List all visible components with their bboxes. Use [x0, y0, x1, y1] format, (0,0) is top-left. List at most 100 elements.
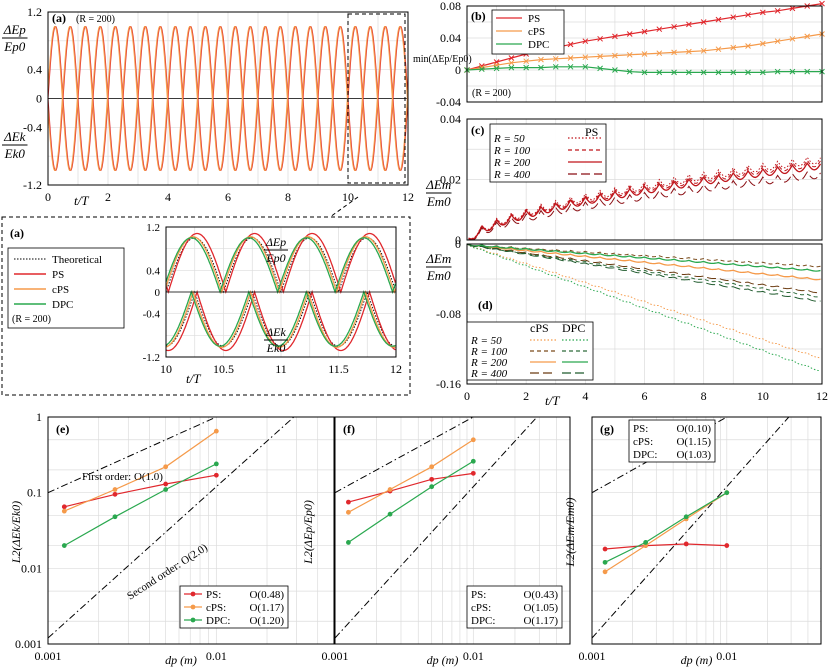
panel-f-marker-cPS — [387, 487, 393, 492]
panel-g-label: (g) — [600, 422, 614, 436]
panel-b-marker-cPS — [641, 51, 648, 57]
panel-d-series-cPS R = 400 — [466, 243, 821, 294]
inset-xtick: 10.5 — [213, 362, 234, 376]
panel-c-legend-box — [489, 123, 607, 183]
panel-e-marker-PS — [163, 481, 169, 487]
panel-c-series-R = 200 — [468, 162, 822, 240]
panel-b-marker-DPC — [745, 69, 751, 76]
panel-d-ylabel: ΔEm Em0 — [425, 251, 452, 283]
panel-d-series-DPC R = 200 — [466, 243, 821, 272]
panel-g-legend-box — [628, 419, 716, 463]
panel-g-second-order-line — [592, 417, 790, 639]
inset-panel-label: (a) — [10, 226, 24, 240]
inset-ytick: 1.2 — [146, 222, 160, 234]
panel-b-ylabel: min(ΔEp/Ep0) — [413, 54, 472, 65]
panel-b-label: (b) — [471, 9, 486, 23]
panel-b-marker-cPS — [804, 33, 811, 40]
panel-f-marker-cPS — [470, 437, 476, 443]
panel-e-marker-DPC — [163, 487, 169, 492]
panel-b-marker-PS — [508, 55, 515, 61]
panel-b-marker-DPC — [626, 68, 633, 75]
panel-b-marker-cPS — [715, 46, 722, 53]
panel-b-marker-cPS — [671, 49, 677, 56]
panel-c-series-R = 400 — [468, 171, 821, 241]
panel-b-marker-cPS — [730, 44, 737, 51]
inset-series-DPC-kinetic — [165, 290, 396, 347]
panel-d-legend-label: R = 400 — [470, 368, 508, 380]
inset-series-cPS-potential — [165, 236, 397, 294]
panel-e-marker-DPC — [112, 514, 118, 520]
panel-g-legend-name: PS: — [633, 423, 648, 435]
panel-d-series-DPC R = 50 — [466, 243, 821, 372]
inset-param-note: (R = 200) — [12, 314, 51, 325]
panel-d-xtick: 8 — [701, 389, 707, 403]
panel-b-marker-DPC — [804, 68, 811, 75]
panel-b-marker-cPS — [523, 58, 530, 65]
panel-f-marker-cPS — [429, 464, 435, 470]
panel-b-marker-DPC — [597, 65, 603, 72]
panel-b-marker-PS — [789, 5, 796, 12]
panel-d-series-DPC R = 400 — [466, 243, 821, 302]
panel-f-ylabel: L2(ΔEp/Ep0) — [301, 500, 315, 565]
panel-b-marker-PS — [641, 28, 648, 35]
panel-g-marker-DPC — [602, 559, 608, 565]
inset-ytick: 0 — [155, 287, 161, 299]
panel-b-marker-PS — [715, 16, 722, 23]
panel-a-zoom-box — [347, 13, 406, 184]
inset-frame — [165, 226, 397, 358]
panel-b-ytick: -0.04 — [436, 95, 461, 109]
panel-b-marker-cPS — [582, 54, 589, 61]
panel-d-ytick: -0.16 — [436, 377, 461, 391]
panel-e-marker-cPS — [213, 428, 219, 434]
panel-a-ylabel-bottom-numerator: ΔEk — [3, 129, 26, 144]
panel-b-marker-DPC — [656, 69, 663, 76]
panel-f-xlabel: dp (m) — [427, 653, 459, 667]
panel-g-marker-PS — [683, 541, 689, 547]
panel-b-marker-PS — [582, 38, 589, 45]
panel-b-legend-box — [491, 9, 565, 55]
inset-ylabel-bottom-denominator: Ek0 — [266, 341, 286, 355]
panel-b-marker-cPS — [508, 59, 515, 66]
panel-d-legend-label: R = 200 — [470, 357, 508, 369]
panel-g-reference-lines — [592, 417, 790, 639]
panel-d-legend-title-cps: cPS — [530, 321, 549, 335]
panel-f-legend-order: O(1.17) — [523, 615, 558, 627]
panel-e-ytick: 0.001 — [15, 637, 42, 651]
panel-f-marker-PS — [429, 476, 435, 482]
panel-b-marker-cPS — [700, 47, 707, 54]
panel-e-second-order-line — [48, 417, 295, 639]
panel-c-series-R = 100 — [468, 159, 821, 240]
panel-b-marker-DPC — [478, 66, 485, 73]
panel-b-marker-cPS — [612, 52, 618, 59]
panel-d-ytick: -0.08 — [436, 307, 461, 321]
inset-legend-label: Theoretical — [52, 254, 102, 266]
panel-d-xtick: 4 — [582, 389, 588, 403]
inset-series-cPS-kinetic — [165, 289, 396, 348]
panel-b-marker-cPS — [597, 53, 603, 60]
panel-c-legend-label: R = 50 — [493, 133, 525, 145]
panel-e-legend-order: O(1.20) — [249, 615, 284, 627]
panel-b-marker-PS — [597, 35, 603, 42]
panel-b-legend-label: DPC — [528, 39, 549, 51]
panel-a-series-cPS-potential — [47, 26, 409, 99]
panel-b-marker-DPC — [582, 63, 589, 70]
panel-g-legend-order: O(1.15) — [676, 436, 711, 448]
panel-g-frame — [591, 416, 822, 645]
panel-a-xtick: 8 — [285, 190, 291, 204]
panel-e-marker-PS — [61, 504, 67, 510]
panel-b-marker-cPS — [538, 56, 544, 63]
panel-a-ytick: 0.4 — [27, 63, 42, 77]
panel-c-label: (c) — [471, 123, 484, 137]
panel-g-series-DPC — [604, 492, 728, 563]
inset-legend-label: DPC — [52, 299, 73, 311]
panel-a-xtick: 6 — [225, 190, 231, 204]
panel-a-label: (a) — [52, 11, 66, 25]
inset-xlabel: t/T — [186, 371, 201, 386]
panel-b-marker-PS — [686, 21, 692, 28]
panel-b-marker-PS — [626, 31, 633, 37]
panel-c-ylabel-numerator: ΔEm — [425, 177, 451, 192]
panel-g-marker-DPC — [724, 490, 730, 496]
panel-c-ytick: 0.04 — [440, 112, 461, 126]
panel-g-xtick: 0.001 — [579, 649, 606, 663]
panel-d-xlabel: t/T — [545, 393, 560, 408]
